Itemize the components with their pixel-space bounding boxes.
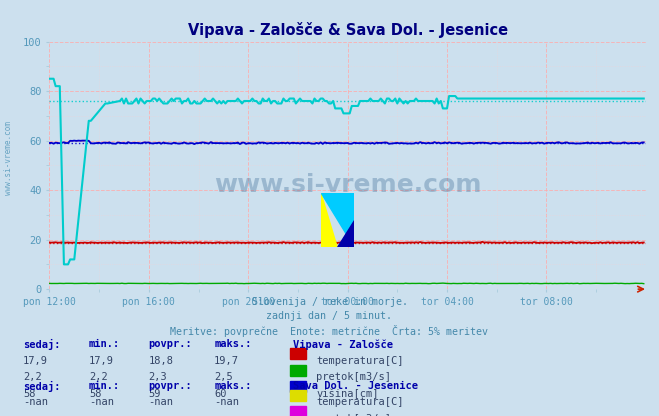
- Text: pretok[m3/s]: pretok[m3/s]: [316, 372, 391, 382]
- Text: višina[cm]: višina[cm]: [316, 389, 379, 399]
- Text: 59: 59: [148, 389, 161, 399]
- Text: -nan: -nan: [89, 397, 114, 407]
- Text: 17,9: 17,9: [23, 356, 48, 366]
- Text: 2,3: 2,3: [148, 372, 167, 382]
- Text: www.si-vreme.com: www.si-vreme.com: [214, 173, 481, 197]
- Text: povpr.:: povpr.:: [148, 339, 192, 349]
- Title: Vipava - Zalošče & Sava Dol. - Jesenice: Vipava - Zalošče & Sava Dol. - Jesenice: [188, 22, 507, 38]
- Text: -nan: -nan: [89, 414, 114, 416]
- Text: maks.:: maks.:: [214, 381, 252, 391]
- Text: 2,2: 2,2: [89, 372, 107, 382]
- Text: 2,5: 2,5: [214, 372, 233, 382]
- Text: povpr.:: povpr.:: [148, 381, 192, 391]
- Text: 18,8: 18,8: [148, 356, 173, 366]
- Text: temperatura[C]: temperatura[C]: [316, 356, 404, 366]
- Text: maks.:: maks.:: [214, 339, 252, 349]
- Text: sedaj:: sedaj:: [23, 381, 61, 392]
- Text: 60: 60: [214, 389, 227, 399]
- Text: -nan: -nan: [148, 397, 173, 407]
- Text: Slovenija / reke in morje.: Slovenija / reke in morje.: [252, 297, 407, 307]
- Text: pretok[m3/s]: pretok[m3/s]: [316, 414, 391, 416]
- Text: sedaj:: sedaj:: [23, 339, 61, 350]
- Text: zadnji dan / 5 minut.: zadnji dan / 5 minut.: [266, 311, 393, 321]
- Text: -nan: -nan: [214, 414, 239, 416]
- Text: min.:: min.:: [89, 339, 120, 349]
- Text: temperatura[C]: temperatura[C]: [316, 397, 404, 407]
- Text: Vipava - Zalošče: Vipava - Zalošče: [293, 339, 393, 349]
- Text: 58: 58: [23, 389, 36, 399]
- Text: -nan: -nan: [148, 414, 173, 416]
- Text: -nan: -nan: [23, 414, 48, 416]
- Text: 58: 58: [89, 389, 101, 399]
- Text: -nan: -nan: [214, 397, 239, 407]
- Text: min.:: min.:: [89, 381, 120, 391]
- Text: Meritve: povprečne  Enote: metrične  Črta: 5% meritev: Meritve: povprečne Enote: metrične Črta:…: [171, 325, 488, 337]
- Text: 19,7: 19,7: [214, 356, 239, 366]
- Text: -nan: -nan: [23, 397, 48, 407]
- Text: Sava Dol. - Jesenice: Sava Dol. - Jesenice: [293, 381, 418, 391]
- Text: 2,2: 2,2: [23, 372, 42, 382]
- Text: 17,9: 17,9: [89, 356, 114, 366]
- Text: www.si-vreme.com: www.si-vreme.com: [4, 121, 13, 195]
